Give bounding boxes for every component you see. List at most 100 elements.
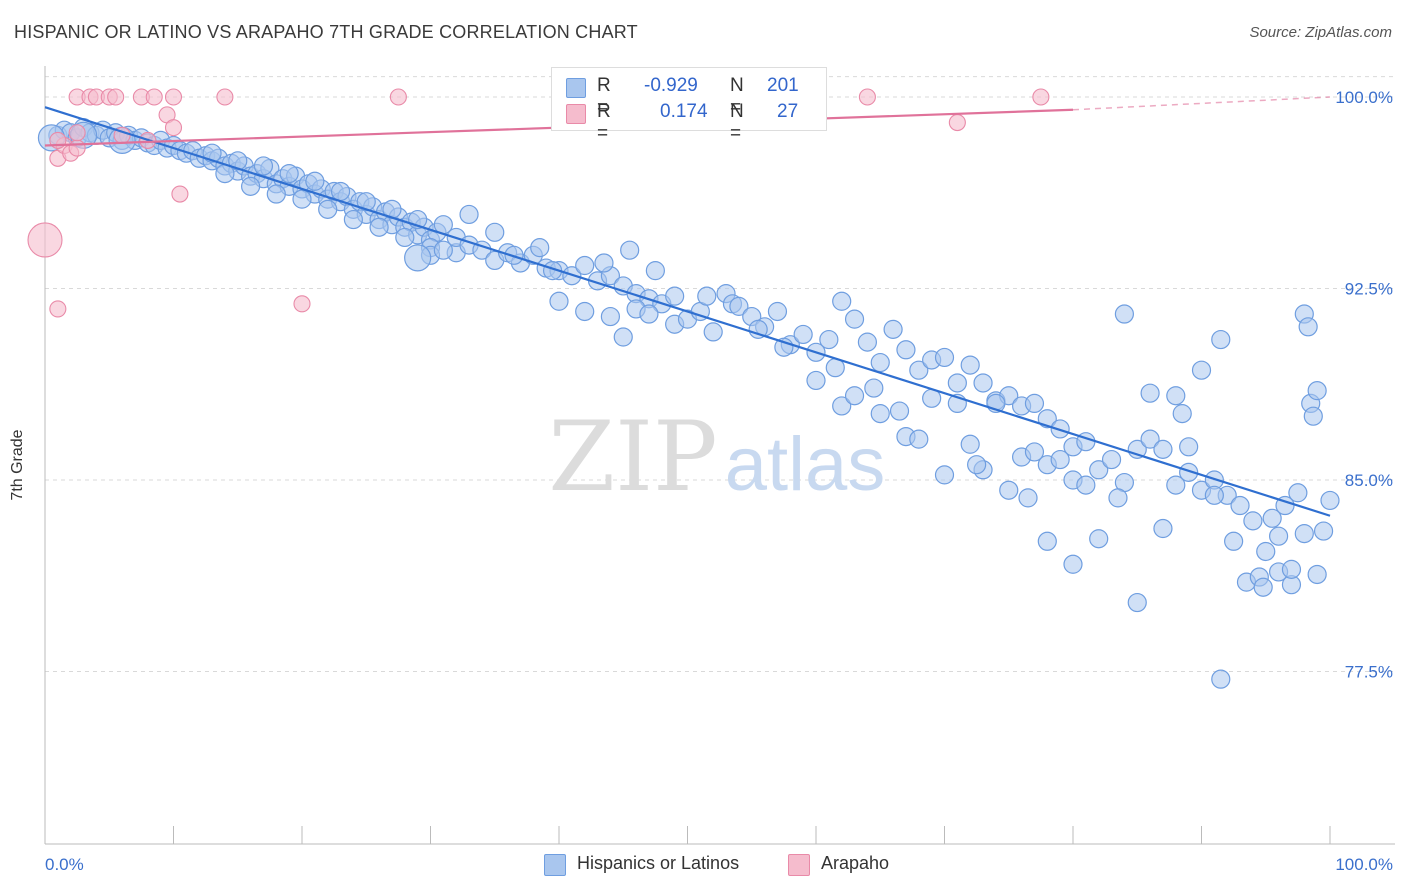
data-point-hispanics	[318, 199, 338, 219]
data-point-arapaho	[107, 88, 125, 106]
watermark-atlas: atlas	[725, 422, 886, 507]
y-tick-label: 92.5%	[1345, 280, 1393, 299]
x-tick-label: 0.0%	[45, 855, 84, 874]
data-point-hispanics	[1127, 592, 1147, 613]
data-point-hispanics	[1256, 541, 1276, 562]
legend-r-label: R =	[597, 75, 611, 118]
legend-n-label: N =	[730, 101, 744, 144]
bottom-legend-swatch-pink	[788, 854, 810, 876]
x-tick-labels: 0.0% 100.0%	[45, 855, 1393, 874]
data-point-hispanics	[870, 404, 890, 424]
data-point-arapaho	[68, 124, 86, 142]
data-point-hispanics	[253, 156, 274, 176]
data-point-hispanics	[806, 370, 826, 391]
data-point-hispanics	[292, 189, 312, 209]
data-point-hispanics	[1307, 381, 1327, 401]
data-point-hispanics	[1037, 531, 1057, 551]
legend-n-value: 201	[767, 75, 799, 96]
data-point-hispanics	[1313, 521, 1334, 541]
series-hispanics-points	[37, 118, 1340, 689]
data-point-hispanics	[279, 164, 299, 184]
data-point-hispanics	[356, 192, 376, 212]
legend-swatch-blue	[566, 78, 586, 98]
data-point-hispanics	[1063, 554, 1083, 574]
data-point-hispanics	[594, 253, 614, 273]
data-point-hispanics	[1101, 449, 1122, 470]
data-point-hispanics	[1179, 462, 1199, 482]
data-point-hispanics	[404, 244, 432, 272]
data-point-hispanics	[1230, 495, 1250, 516]
data-point-hispanics	[1153, 518, 1173, 539]
legend-n-label: N =	[730, 75, 744, 118]
data-point-hispanics	[1224, 531, 1244, 551]
data-point-hispanics	[1307, 564, 1327, 585]
data-point-hispanics	[549, 291, 569, 311]
data-point-arapaho	[389, 88, 407, 106]
data-point-hispanics	[1268, 526, 1289, 546]
data-point-hispanics	[600, 306, 621, 327]
data-point-hispanics	[1191, 360, 1212, 380]
data-point-arapaho	[216, 88, 234, 106]
data-point-hispanics	[1166, 386, 1186, 406]
data-point-arapaho	[858, 88, 876, 106]
data-point-hispanics	[620, 240, 640, 260]
data-point-hispanics	[1211, 329, 1231, 350]
data-point-hispanics	[909, 429, 929, 449]
data-point-hispanics	[999, 480, 1019, 500]
data-point-arapaho	[293, 295, 311, 313]
data-point-hispanics	[1320, 490, 1340, 511]
x-tick-label: 100.0%	[1335, 855, 1393, 874]
data-point-hispanics	[1018, 488, 1038, 508]
bottom-legend-label: Arapaho	[821, 853, 890, 873]
data-point-hispanics	[575, 301, 595, 322]
data-point-hispanics	[343, 209, 363, 230]
data-point-hispanics	[1114, 304, 1135, 324]
data-point-hispanics	[819, 329, 839, 350]
data-point-hispanics	[1204, 485, 1224, 505]
data-point-arapaho	[145, 88, 163, 106]
data-point-hispanics	[639, 304, 659, 324]
y-tick-label: 85.0%	[1345, 471, 1393, 490]
data-point-hispanics	[960, 434, 980, 454]
data-point-hispanics	[1089, 460, 1109, 480]
data-point-hispanics	[870, 352, 890, 373]
data-point-arapaho	[171, 185, 189, 203]
data-point-hispanics	[729, 296, 749, 316]
data-point-hispanics	[857, 332, 878, 352]
data-point-hispanics	[793, 324, 813, 345]
data-point-hispanics	[1140, 429, 1160, 449]
data-point-hispanics	[1211, 669, 1231, 689]
data-point-hispanics	[241, 176, 261, 196]
data-point-hispanics	[1108, 488, 1128, 508]
series-arapaho-points	[27, 88, 1050, 318]
y-tick-labels: 77.5% 85.0% 92.5% 100.0%	[1335, 88, 1393, 682]
data-point-hispanics	[1294, 524, 1314, 544]
legend-r-value: 0.174	[660, 101, 708, 122]
data-point-arapaho	[948, 113, 966, 132]
data-point-hispanics	[1076, 475, 1096, 495]
data-point-hispanics	[934, 465, 955, 485]
legend-n-value: 27	[777, 101, 799, 122]
data-point-hispanics	[1281, 559, 1302, 579]
data-point-hispanics	[613, 327, 633, 347]
data-point-hispanics	[896, 340, 916, 360]
data-point-hispanics	[665, 286, 685, 306]
data-point-hispanics	[1024, 393, 1045, 413]
y-tick-label: 100.0%	[1335, 88, 1393, 107]
source-credit: Source: ZipAtlas.com	[1249, 24, 1392, 41]
data-point-hispanics	[330, 181, 351, 202]
data-point-hispanics	[967, 455, 987, 475]
data-point-hispanics	[1153, 439, 1173, 459]
data-point-hispanics	[645, 261, 665, 281]
trend-line-arapaho-extension	[1072, 96, 1331, 111]
data-point-hispanics	[485, 222, 505, 242]
bottom-legend-swatch-blue	[544, 854, 566, 876]
data-point-hispanics	[1303, 406, 1323, 426]
data-point-hispanics	[1253, 577, 1273, 597]
data-point-hispanics	[889, 401, 910, 421]
data-point-arapaho	[27, 222, 63, 258]
bottom-legend-label: Hispanics or Latinos	[577, 853, 740, 873]
legend-swatch-pink	[566, 104, 586, 124]
data-point-hispanics	[1089, 529, 1109, 549]
